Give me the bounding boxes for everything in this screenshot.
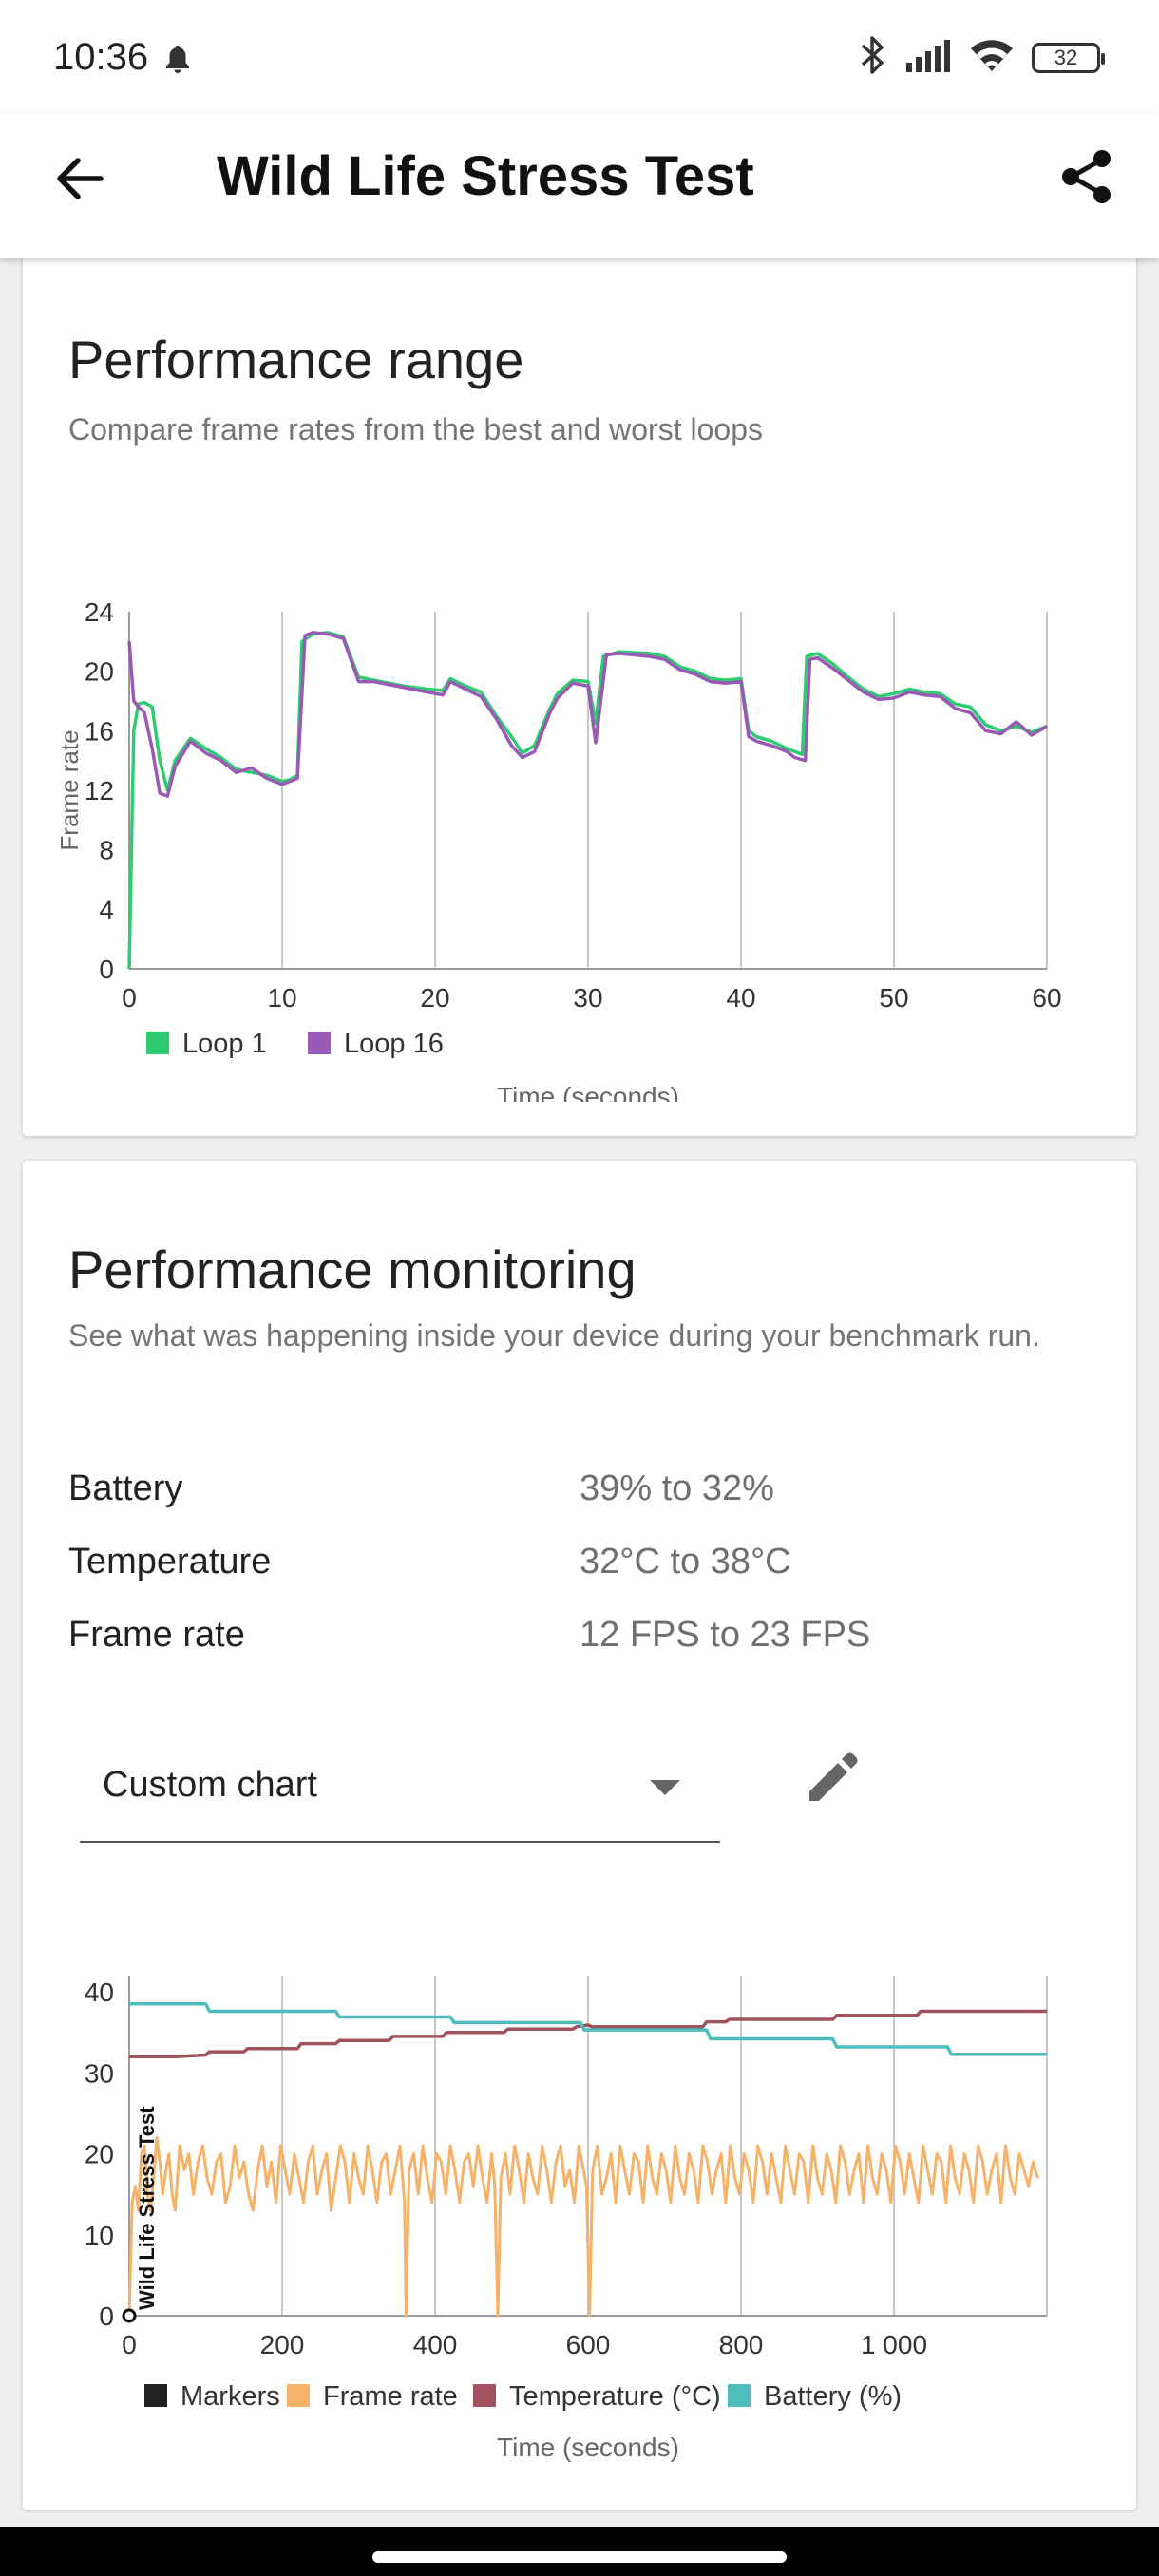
performance-monitoring-subtitle: See what was happening inside your devic… — [68, 1318, 1040, 1353]
x-axis-label: Time (seconds) — [497, 1082, 679, 1102]
legend-swatch — [144, 2384, 167, 2407]
arrow-back-icon — [57, 158, 104, 199]
stat-label: Temperature — [68, 1542, 272, 1582]
legend-swatch — [473, 2384, 496, 2407]
x-tick-label: 50 — [879, 983, 908, 1013]
y-tick-label: 12 — [85, 776, 114, 805]
legend-label: Markers — [180, 2381, 280, 2412]
y-tick-label: 4 — [99, 895, 114, 924]
performance-range-chart: 0 10 20 30 40 50 60 0 4 8 12 16 20 24 Frame rate Loop 1… — [55, 597, 1062, 1102]
stat-row-battery: Battery 39% to 32% — [68, 1468, 1094, 1525]
x-tick-label: 40 — [726, 983, 755, 1013]
stat-value: 39% to 32% — [580, 1468, 774, 1508]
legend-swatch — [287, 2384, 310, 2407]
chevron-down-icon — [650, 1780, 680, 1795]
y-tick-label: 8 — [99, 836, 114, 865]
notification-bell-icon — [163, 44, 192, 79]
y-axis-label: Frame rate — [55, 729, 84, 850]
legend-swatch — [728, 2384, 750, 2407]
status-time: 10:36 — [53, 36, 149, 78]
x-tick-label: 400 — [413, 2330, 458, 2359]
y-tick-label: 20 — [85, 657, 114, 687]
series-line-temperature-c — [129, 2009, 1047, 2058]
marker-point — [122, 2308, 137, 2323]
stat-row-temperature: Temperature 32°C to 38°C — [68, 1542, 1094, 1599]
stat-label: Frame rate — [68, 1615, 245, 1655]
battery-indicator: 32 — [1032, 42, 1105, 73]
signal-icon — [904, 38, 952, 77]
y-tick-label: 40 — [85, 1978, 114, 2007]
performance-range-title: Performance range — [68, 330, 524, 389]
stat-label: Battery — [68, 1468, 183, 1508]
legend-label: Temperature (°C) — [509, 2381, 721, 2412]
performance-range-subtitle: Compare frame rates from the best and wo… — [68, 412, 763, 446]
home-indicator[interactable] — [372, 2551, 787, 2563]
app-bar: Wild Life Stress Test — [0, 114, 1159, 258]
performance-range-card: Performance range Compare frame rates fr… — [23, 228, 1136, 1136]
chart-type-dropdown[interactable]: Custom chart — [80, 1731, 720, 1843]
share-button[interactable] — [1056, 146, 1117, 207]
stat-value: 12 FPS to 23 FPS — [580, 1615, 871, 1655]
x-tick-label: 60 — [1032, 983, 1061, 1013]
legend-label: Loop 1 — [182, 1029, 267, 1059]
stat-value: 32°C to 38°C — [580, 1542, 791, 1582]
legend-swatch — [308, 1032, 331, 1054]
navigation-bar — [0, 2527, 1159, 2576]
marker-label: Wild Life Stress Test — [135, 2106, 159, 2310]
legend-label: Loop 16 — [344, 1029, 444, 1059]
stat-row-frame-rate: Frame rate 12 FPS to 23 FPS — [68, 1615, 1094, 1672]
x-tick-label: 800 — [719, 2330, 764, 2359]
legend-label: Frame rate — [323, 2381, 458, 2412]
x-tick-label: 1 000 — [861, 2330, 927, 2359]
share-icon — [1062, 150, 1111, 203]
legend-swatch — [146, 1032, 169, 1054]
y-tick-label: 30 — [85, 2058, 114, 2088]
x-tick-label: 20 — [420, 983, 449, 1013]
back-button[interactable] — [49, 148, 110, 209]
wifi-icon — [969, 37, 1015, 78]
x-tick-label: 600 — [566, 2330, 611, 2359]
performance-monitoring-title: Performance monitoring — [68, 1240, 636, 1299]
y-tick-label: 20 — [85, 2140, 114, 2169]
bluetooth-icon — [859, 34, 887, 81]
page-title: Wild Life Stress Test — [217, 145, 754, 207]
series-line-loop-16 — [127, 631, 1048, 799]
x-tick-label: 0 — [122, 2330, 137, 2359]
x-tick-label: 200 — [260, 2330, 305, 2359]
series-line-frame-rate — [127, 2136, 1039, 2318]
dropdown-value: Custom chart — [103, 1765, 317, 1805]
legend-label: Battery (%) — [764, 2381, 902, 2412]
x-tick-label: 30 — [573, 983, 602, 1013]
y-tick-label: 10 — [85, 2221, 114, 2250]
pencil-icon — [809, 1752, 858, 1801]
series-line-battery — [129, 2002, 1047, 2056]
y-tick-label: 0 — [99, 955, 114, 984]
performance-monitoring-chart: 0 200 400 600 800 1 000 0 10 20 30 40 Wild Life Str… — [85, 1976, 1048, 2462]
y-tick-label: 0 — [99, 2301, 114, 2331]
x-tick-label: 10 — [267, 983, 296, 1013]
y-tick-label: 24 — [85, 597, 114, 627]
y-tick-label: 16 — [85, 716, 114, 746]
x-tick-label: 0 — [122, 983, 137, 1013]
edit-chart-button[interactable] — [798, 1742, 866, 1810]
status-icons: 32 — [859, 34, 1105, 81]
x-axis-label: Time (seconds) — [497, 2433, 679, 2462]
performance-monitoring-card: Performance monitoring See what was happ… — [23, 1161, 1136, 2510]
status-bar: 10:36 32 — [0, 0, 1159, 114]
